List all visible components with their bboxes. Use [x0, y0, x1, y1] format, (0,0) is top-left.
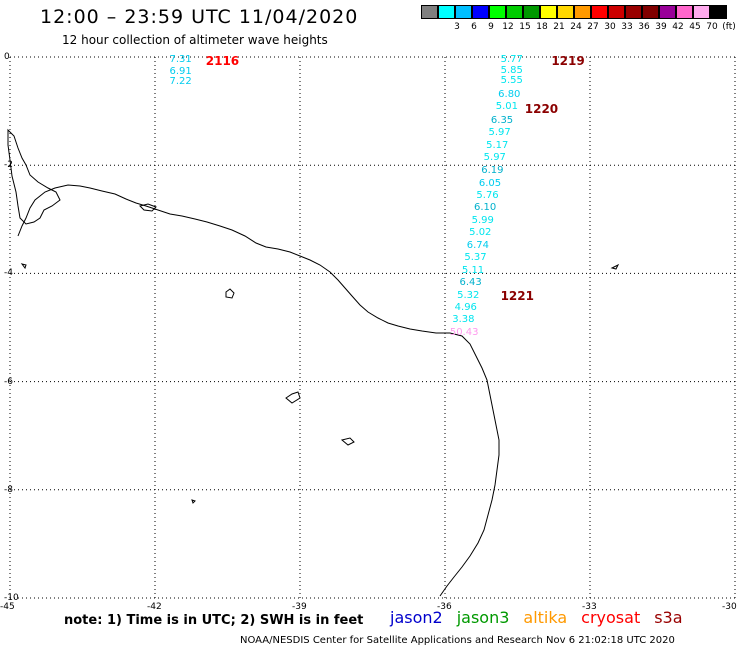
coastline-island-3: [225, 288, 235, 299]
satellite-name: cryosat: [581, 608, 641, 627]
legend-label: 15: [519, 22, 531, 32]
lat-tick-label: -6: [4, 376, 13, 387]
legend-swatch: [676, 5, 693, 19]
lat-tick-label: -4: [4, 268, 13, 279]
legend-swatch: [625, 5, 642, 19]
lat-tick-label: -2: [4, 160, 13, 171]
lon-tick-label: -42: [147, 602, 162, 612]
wave-height-value: 5.37: [464, 252, 487, 264]
lat-tick-label: -10: [4, 593, 19, 603]
legend-swatch: [693, 5, 710, 19]
footer-note: note: 1) Time is in UTC; 2) SWH is in fe…: [64, 613, 364, 628]
chart-subtitle: 12 hour collection of altimeter wave hei…: [62, 33, 328, 47]
lat-tick-label: 0: [4, 52, 10, 62]
legend-swatch: [489, 5, 506, 19]
lon-tick-label: -39: [292, 602, 307, 612]
legend-label: 36: [638, 22, 650, 32]
wave-height-value: 5.02: [469, 227, 492, 239]
coastline-island-2: [139, 203, 157, 212]
legend-label: 24: [570, 22, 582, 32]
legend-label: 3: [454, 22, 460, 32]
legend-label: 27: [587, 22, 599, 32]
wave-height-value: 5.85: [500, 64, 523, 76]
legend-swatch: [523, 5, 540, 19]
wave-height-value: 7.22: [169, 76, 192, 88]
wave-height-value: 6.80: [498, 88, 521, 100]
lon-tick-label: -45: [0, 602, 15, 612]
coastline-island-4: [285, 391, 301, 404]
pass-time-label: 2116: [205, 53, 240, 68]
wave-height-value: 5.32: [457, 289, 480, 301]
legend-swatch: [506, 5, 523, 19]
legend-label: 12: [502, 22, 514, 32]
pass-time-label: 1220: [524, 102, 559, 117]
lon-tick-label: -36: [437, 602, 452, 612]
legend-label: 70: [706, 22, 718, 32]
satellite-name: jason3: [456, 608, 510, 627]
legend-label: 6: [471, 22, 477, 32]
wave-height-value: 7.31: [169, 53, 192, 65]
wave-height-value: 5.11: [461, 264, 485, 276]
coastline-island-5: [340, 437, 355, 446]
legend-swatch: [608, 5, 625, 19]
legend-swatch: [455, 5, 472, 19]
wave-height-value: 4.96: [454, 302, 477, 314]
legend-label: 9: [488, 22, 494, 32]
satellite-name: jason2: [390, 608, 443, 627]
wave-height-value: 5.01: [495, 100, 519, 112]
legend-swatch: [540, 5, 557, 19]
legend-label: 30: [604, 22, 616, 32]
wave-height-value: 6.10: [474, 202, 497, 214]
legend-swatch: [659, 5, 676, 19]
wave-height-value: 5.77: [500, 53, 523, 65]
coastline-island-1: [7, 128, 61, 225]
wave-height-value: 6.91: [169, 65, 192, 77]
wave-height-value: 6.35: [490, 114, 514, 126]
legend-label: 39: [655, 22, 667, 32]
wave-height-value: 5.99: [471, 214, 494, 226]
wave-height-value: 6.05: [478, 177, 502, 189]
wave-height-value: 3.38: [452, 314, 475, 326]
lon-tick-label: -33: [582, 602, 597, 612]
wave-height-value: 6.43: [459, 277, 482, 289]
legend-swatch: [574, 5, 591, 19]
wave-height-value: 5.76: [476, 190, 499, 202]
chart-title: 12:00 – 23:59 UTC 11/04/2020: [40, 6, 359, 28]
legend-swatch: [642, 5, 659, 19]
wave-height-value: 5.97: [483, 152, 506, 164]
coastline-island-8: [191, 499, 196, 504]
wave-height-value: 5.55: [500, 75, 523, 87]
coastline-mainland: [17, 184, 500, 597]
coastline-island-6: [20, 263, 27, 270]
coastline-island-7: [610, 263, 620, 270]
legend-label: 45: [689, 22, 701, 32]
wave-height-value: 6.74: [466, 239, 490, 251]
wave-height-value: 50.43: [449, 326, 479, 338]
lon-tick-label: -30: [722, 602, 737, 612]
legend-label: (ft): [722, 22, 736, 32]
legend-label: 42: [672, 22, 684, 32]
legend-swatch: [421, 5, 438, 19]
legend-swatch: [438, 5, 455, 19]
legend-label: 33: [621, 22, 633, 32]
lat-tick-label: -8: [4, 484, 13, 495]
pass-time-label: 1219: [551, 53, 585, 68]
wave-height-value: 5.17: [486, 140, 509, 152]
coastline: [7, 128, 620, 597]
wave-height-value: 5.97: [488, 126, 511, 138]
legend-label: 18: [536, 22, 548, 32]
legend-label: 21: [553, 22, 565, 32]
legend-swatch: [591, 5, 608, 19]
legend-swatch: [557, 5, 574, 19]
wave-height-value: 6.19: [481, 164, 504, 176]
pass-time-label: 1221: [500, 289, 534, 304]
map-grid: [9, 56, 736, 599]
legend-swatch: [472, 5, 489, 19]
credit-line: NOAA/NESDIS Center for Satellite Applica…: [240, 635, 675, 646]
legend-swatch: [710, 5, 727, 19]
satellite-name: altika: [523, 608, 568, 627]
satellite-name: s3a: [654, 608, 683, 627]
